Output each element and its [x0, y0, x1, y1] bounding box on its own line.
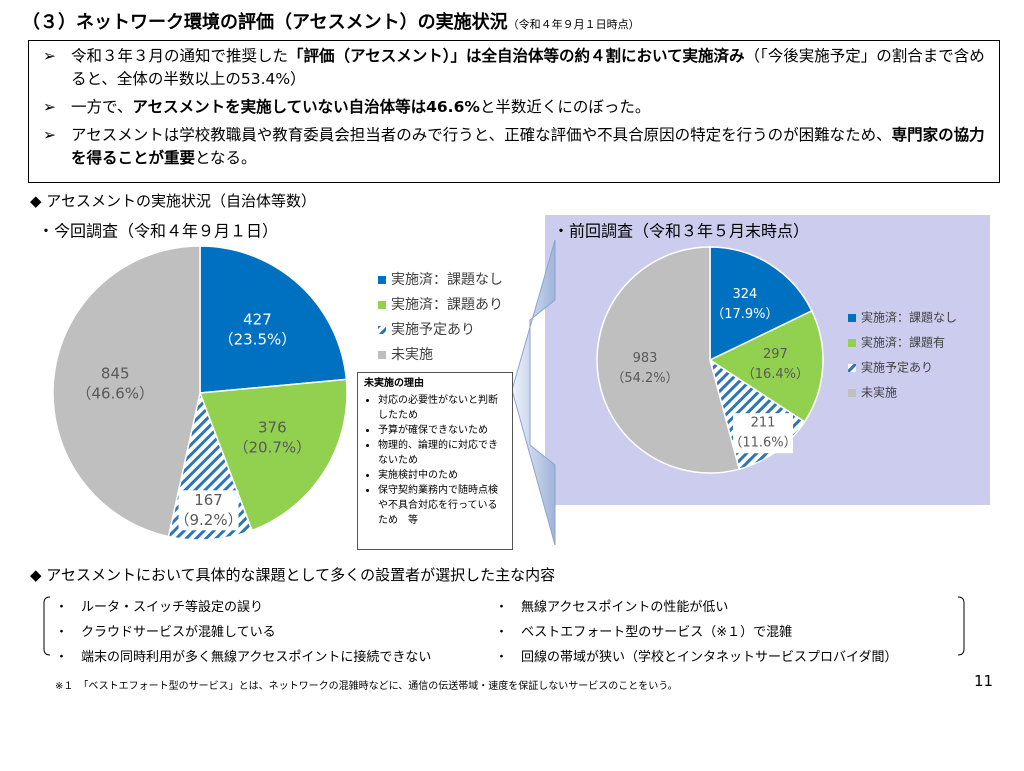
legend-label: 未実施: [391, 347, 433, 363]
summary-box: 令和３年３月の通知で推奨した「評価（アセスメント）」は全自治体等の約４割において…: [28, 40, 1000, 183]
value-label: 297: [763, 347, 788, 362]
label-bg: [178, 490, 239, 531]
brace: [43, 596, 51, 656]
legend-swatch: [378, 276, 386, 284]
title-text: （３）ネットワーク環境の評価（アセスメント）の実施状況: [22, 12, 508, 33]
reason-item: 保守契約業務内で随時点検や不具合対応を行っているため 等: [378, 483, 506, 528]
issue: ・ 端末の同時利用が多く無線アクセスポイントに接続できない: [55, 650, 432, 665]
chart-title: ・今回調査（令和４年９月１日）: [38, 222, 278, 241]
bullet-run: アセスメントを実施していない自治体等は46.6%: [132, 98, 480, 116]
bullet-run: 令和３年３月の通知で推奨した: [71, 47, 289, 65]
bullet: アセスメントは学校教職員や教育委員会担当者のみで行うと、正確な評価や不具合原因の…: [43, 124, 985, 170]
percent-label: （46.6%）: [76, 384, 154, 402]
issue: ・ ベストエフォート型のサービス（※１）で混雑: [495, 625, 793, 640]
issue-text: クラウドサービスが混雑している: [81, 625, 276, 640]
title-note: （令和４年９月１日時点）: [507, 18, 640, 31]
legend-swatch: [848, 314, 856, 322]
issue-text: 端末の同時利用が多く無線アクセスポイントに接続できない: [81, 650, 432, 665]
legend-label: 実施済：課題なし: [861, 310, 957, 325]
value-label: 427: [243, 310, 272, 328]
reason-item: 対応の必要性がないと判断したため: [378, 393, 506, 423]
issue: ・ クラウドサービスが混雑している: [55, 625, 276, 640]
value-label: 211: [751, 416, 776, 431]
legend-swatch: [848, 364, 856, 372]
arrow: [511, 239, 556, 546]
footnote: ※１ 「ベストエフォート型のサービス」とは、ネットワークの混雑時などに、通信の伝…: [55, 681, 678, 692]
bullet: 令和３年３月の通知で推奨した「評価（アセスメント）」は全自治体等の約４割において…: [43, 45, 985, 91]
bullet-run: アセスメントは学校教職員や教育委員会担当者のみで行うと、正確な評価や不具合原因の…: [71, 126, 892, 144]
percent-label: （17.9%）: [711, 307, 778, 322]
chart-title: ・前回調査（令和３年５月末時点）: [553, 222, 809, 241]
page-number: 11: [974, 672, 994, 690]
value-label: 845: [101, 364, 130, 382]
issue-text: ベストエフォート型のサービス（※１）で混雑: [521, 625, 793, 640]
percent-label: （54.2%）: [611, 371, 678, 386]
pie-slice: [199, 245, 348, 394]
reasons-list: 対応の必要性がないと判断したため予算が確保できないため物理的、論理的に対応できな…: [364, 393, 506, 528]
reason-item: 物理的、論理的に対応できないため: [378, 438, 506, 468]
percent-label: （23.5%）: [219, 330, 297, 348]
pie-slice: [198, 378, 348, 532]
legend-label: 未実施: [861, 385, 897, 400]
value-label: 324: [732, 287, 757, 302]
legend-label: 実施済：課題有: [861, 335, 945, 350]
issue: ・ ルータ・スイッチ等設定の誤り: [55, 600, 264, 615]
bullet-run: 専門家の協力を得ることが重要: [71, 126, 985, 167]
legend-swatch: [378, 326, 386, 334]
section-heading: ◆ アセスメントにおいて具体的な課題として多くの設置者が選択した主な内容: [30, 566, 556, 584]
bullet-run: と半数近くにのぼった。: [479, 98, 651, 116]
reason-item: 予算が確保できないため: [378, 423, 506, 438]
bullet-run: 「評価（アセスメント）」は全自治体等の約４割において実施済み: [288, 47, 745, 65]
pie-slice: [52, 245, 201, 538]
issue-text: 無線アクセスポイントの性能が低い: [521, 600, 729, 615]
legend-label: 実施済：課題なし: [391, 272, 503, 288]
reasons-title: 未実施の理由: [364, 378, 424, 389]
legend-swatch: [378, 351, 386, 359]
legend-label: 実施予定あり: [391, 322, 475, 338]
bullet: 一方で、アセスメントを実施していない自治体等は46.6%と半数近くにのぼった。: [43, 96, 985, 119]
reasons-box: 未実施の理由対応の必要性がないと判断したため予算が確保できないため物理的、論理的…: [357, 372, 513, 550]
title: （３）ネットワーク環境の評価（アセスメント）の実施状況（令和４年９月１日時点）: [22, 8, 640, 34]
legend-label: 実施済：課題あり: [391, 297, 503, 313]
percent-label: （11.6%）: [729, 436, 796, 451]
legend-swatch: [378, 301, 386, 309]
pie-slice: [709, 246, 813, 362]
pie-slice: [708, 309, 824, 423]
bullet-run: となる。: [195, 149, 257, 167]
percent-label: （9.2%）: [174, 511, 242, 529]
legend-swatch: [848, 339, 856, 347]
label-bg: [733, 413, 794, 454]
brace: [957, 596, 965, 656]
reason-item: 実施検討中のため: [378, 468, 506, 483]
value-label: 983: [633, 351, 658, 366]
bullet-run: 一方で、: [71, 98, 133, 116]
issue-text: ルータ・スイッチ等設定の誤り: [81, 600, 264, 615]
percent-label: （20.7%）: [233, 439, 311, 457]
issue: ・ 回線の帯域が狭い（学校とインタネットサービスプロバイダ間）: [495, 650, 898, 665]
pie-slice: [596, 246, 741, 474]
value-label: 376: [258, 419, 287, 437]
issue: ・ 無線アクセスポイントの性能が低い: [495, 600, 729, 615]
legend-label: 実施予定あり: [861, 360, 933, 375]
section-heading: ◆ アセスメントの実施状況（自治体等数）: [30, 192, 317, 210]
issue-text: 回線の帯域が狭い（学校とインタネットサービスプロバイダ間）: [521, 650, 898, 665]
bullet-run: （「今後実施予定」の割合まで含めると、全体の半数以上の53.4%）: [71, 47, 985, 88]
legend-swatch: [848, 389, 856, 397]
percent-label: （16.4%）: [742, 367, 809, 382]
value-label: 167: [194, 491, 223, 509]
